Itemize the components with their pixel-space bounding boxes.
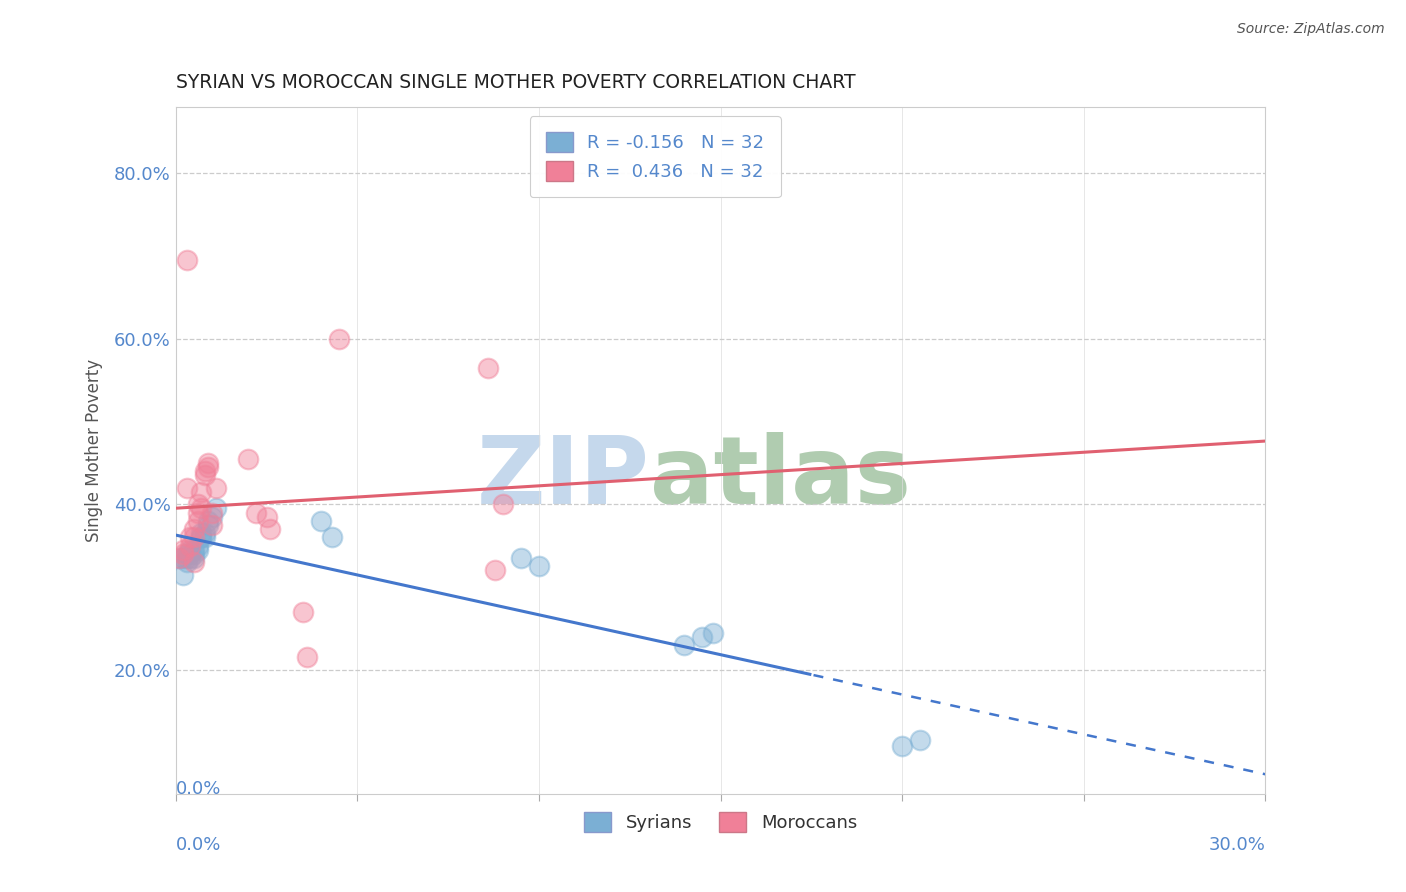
Point [201, 506, 224, 520]
Point [179, 547, 201, 561]
Point [197, 460, 219, 475]
Point [179, 551, 201, 566]
Point [194, 468, 217, 483]
Point [169, 551, 191, 566]
Point [295, 650, 318, 665]
Point [201, 517, 224, 532]
Point [204, 481, 226, 495]
Point [190, 501, 212, 516]
Point [256, 509, 278, 524]
Point [176, 555, 198, 569]
Point [321, 530, 343, 544]
Point [910, 733, 932, 747]
Text: atlas: atlas [650, 432, 911, 524]
Point [183, 522, 205, 536]
Point [204, 501, 226, 516]
Point [176, 547, 198, 561]
Point [176, 551, 198, 566]
Point [201, 509, 224, 524]
Point [190, 484, 212, 499]
Point [179, 539, 201, 553]
Point [692, 630, 714, 644]
Point [190, 530, 212, 544]
Point [183, 542, 205, 557]
Point [172, 542, 194, 557]
Point [259, 522, 281, 536]
Point [197, 514, 219, 528]
Point [176, 481, 198, 495]
Point [891, 739, 914, 753]
Point [484, 564, 506, 578]
Point [186, 506, 209, 520]
Point [328, 332, 350, 346]
Point [186, 542, 209, 557]
Y-axis label: Single Mother Poverty: Single Mother Poverty [84, 359, 103, 542]
Point [183, 555, 205, 569]
Point [186, 514, 209, 528]
Point [509, 551, 531, 566]
Point [527, 559, 550, 574]
Point [194, 464, 217, 478]
Point [169, 551, 191, 566]
Point [245, 506, 267, 520]
Point [194, 526, 217, 541]
Point [172, 551, 194, 566]
Text: 0.0%: 0.0% [176, 836, 221, 854]
Point [179, 530, 201, 544]
Point [186, 539, 209, 553]
Point [197, 517, 219, 532]
Point [183, 547, 205, 561]
Point [183, 530, 205, 544]
Point [186, 497, 209, 511]
Point [702, 625, 724, 640]
Point [172, 567, 194, 582]
Text: 30.0%: 30.0% [1209, 836, 1265, 854]
Point [176, 253, 198, 268]
Point [194, 530, 217, 544]
Point [183, 551, 205, 566]
Legend: Syrians, Moroccans: Syrians, Moroccans [569, 797, 872, 847]
Point [238, 451, 260, 466]
Text: ZIP: ZIP [477, 432, 650, 524]
Point [492, 497, 515, 511]
Point [190, 526, 212, 541]
Text: Source: ZipAtlas.com: Source: ZipAtlas.com [1237, 22, 1385, 37]
Point [197, 456, 219, 470]
Point [477, 360, 499, 375]
Point [309, 514, 332, 528]
Text: SYRIAN VS MOROCCAN SINGLE MOTHER POVERTY CORRELATION CHART: SYRIAN VS MOROCCAN SINGLE MOTHER POVERTY… [176, 72, 855, 92]
Point [179, 542, 201, 557]
Text: 0.0%: 0.0% [176, 780, 221, 798]
Point [673, 638, 696, 652]
Point [172, 547, 194, 561]
Point [190, 530, 212, 544]
Point [291, 605, 314, 619]
